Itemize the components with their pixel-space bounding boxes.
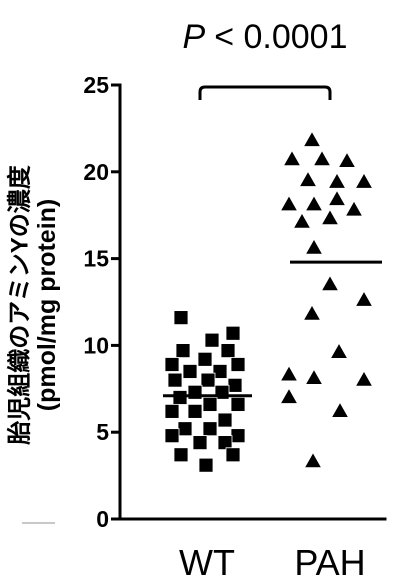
- pah-data-point: [304, 368, 324, 385]
- wt-data-point: [172, 390, 188, 405]
- pah-data-point: [302, 304, 322, 321]
- wt-data-point: [230, 357, 246, 372]
- p-symbol: P: [183, 18, 206, 56]
- y-tick-label: 20: [83, 159, 109, 185]
- pah-data-point: [354, 370, 374, 387]
- pah-data-point: [354, 290, 374, 307]
- significance-label: P < 0.0001: [183, 18, 348, 56]
- wt-data-point: [227, 377, 243, 393]
- wt-data-point: [167, 372, 183, 388]
- y-tick-label: 15: [83, 246, 109, 272]
- pah-data-point: [304, 238, 324, 255]
- wt-data-point: [225, 325, 241, 341]
- pah-data-point: [302, 130, 322, 147]
- y-axis-label: 胎児組織のアミンYの濃度: [6, 164, 34, 445]
- wt-data-point: [177, 421, 193, 437]
- pah-data-point: [337, 151, 357, 168]
- y-ticks: 0 5 10 15 20 25: [83, 72, 120, 532]
- y-tick-label: 10: [83, 332, 109, 358]
- pah-data-point: [279, 194, 299, 212]
- pah-data-point: [329, 342, 349, 359]
- pah-data-point: [279, 387, 299, 404]
- y-tick-label: 25: [83, 72, 109, 98]
- pah-data-point: [327, 189, 347, 206]
- pah-data-point: [279, 365, 299, 382]
- wt-data-point: [197, 351, 213, 367]
- wt-data-point: [225, 447, 241, 463]
- wt-data-point: [182, 364, 198, 379]
- pah-data-point: [327, 172, 347, 189]
- pah-data-point: [330, 401, 350, 418]
- wt-data-point: [173, 310, 189, 326]
- y-axis-unit: (pmol/mg protein): [33, 199, 61, 411]
- wt-data-point: [230, 428, 246, 444]
- wt-data-point: [164, 428, 180, 444]
- wt-data-point: [220, 343, 236, 359]
- y-tick-label: 0: [96, 506, 109, 532]
- pah-data-point: [303, 451, 323, 469]
- wt-data-point: [204, 332, 220, 348]
- y-tick-label: 5: [96, 419, 109, 445]
- wt-data-point: [217, 435, 233, 451]
- pah-data-point: [354, 172, 374, 189]
- wt-data-point: [187, 403, 203, 419]
- wt-data-point: [202, 421, 218, 437]
- wt-data-point: [175, 343, 191, 359]
- wt-data-point: [173, 447, 189, 463]
- pah-data-point: [282, 149, 302, 167]
- pah-data-point: [304, 194, 324, 212]
- significance-bracket: [198, 85, 332, 100]
- p-value: < 0.0001: [214, 18, 347, 56]
- pah-data-point: [344, 200, 364, 217]
- wt-data-point: [164, 403, 180, 419]
- wt-data-point: [202, 397, 218, 412]
- category-label-wt: WT: [179, 542, 235, 580]
- wt-data-point: [164, 357, 180, 372]
- wt-data-point: [198, 457, 214, 473]
- wt-data-point: [212, 364, 228, 379]
- data-points: [163, 130, 382, 473]
- wt-data-point: [200, 372, 216, 388]
- pah-data-point: [298, 170, 318, 187]
- wt-data-point: [192, 435, 208, 451]
- pah-data-point: [312, 149, 332, 167]
- category-label-pah: PAH: [294, 542, 365, 580]
- pah-data-point: [292, 212, 312, 229]
- pah-data-point: [320, 274, 340, 292]
- pah-data-point: [320, 208, 340, 226]
- wt-data-point: [230, 397, 246, 412]
- wt-data-point: [217, 412, 233, 428]
